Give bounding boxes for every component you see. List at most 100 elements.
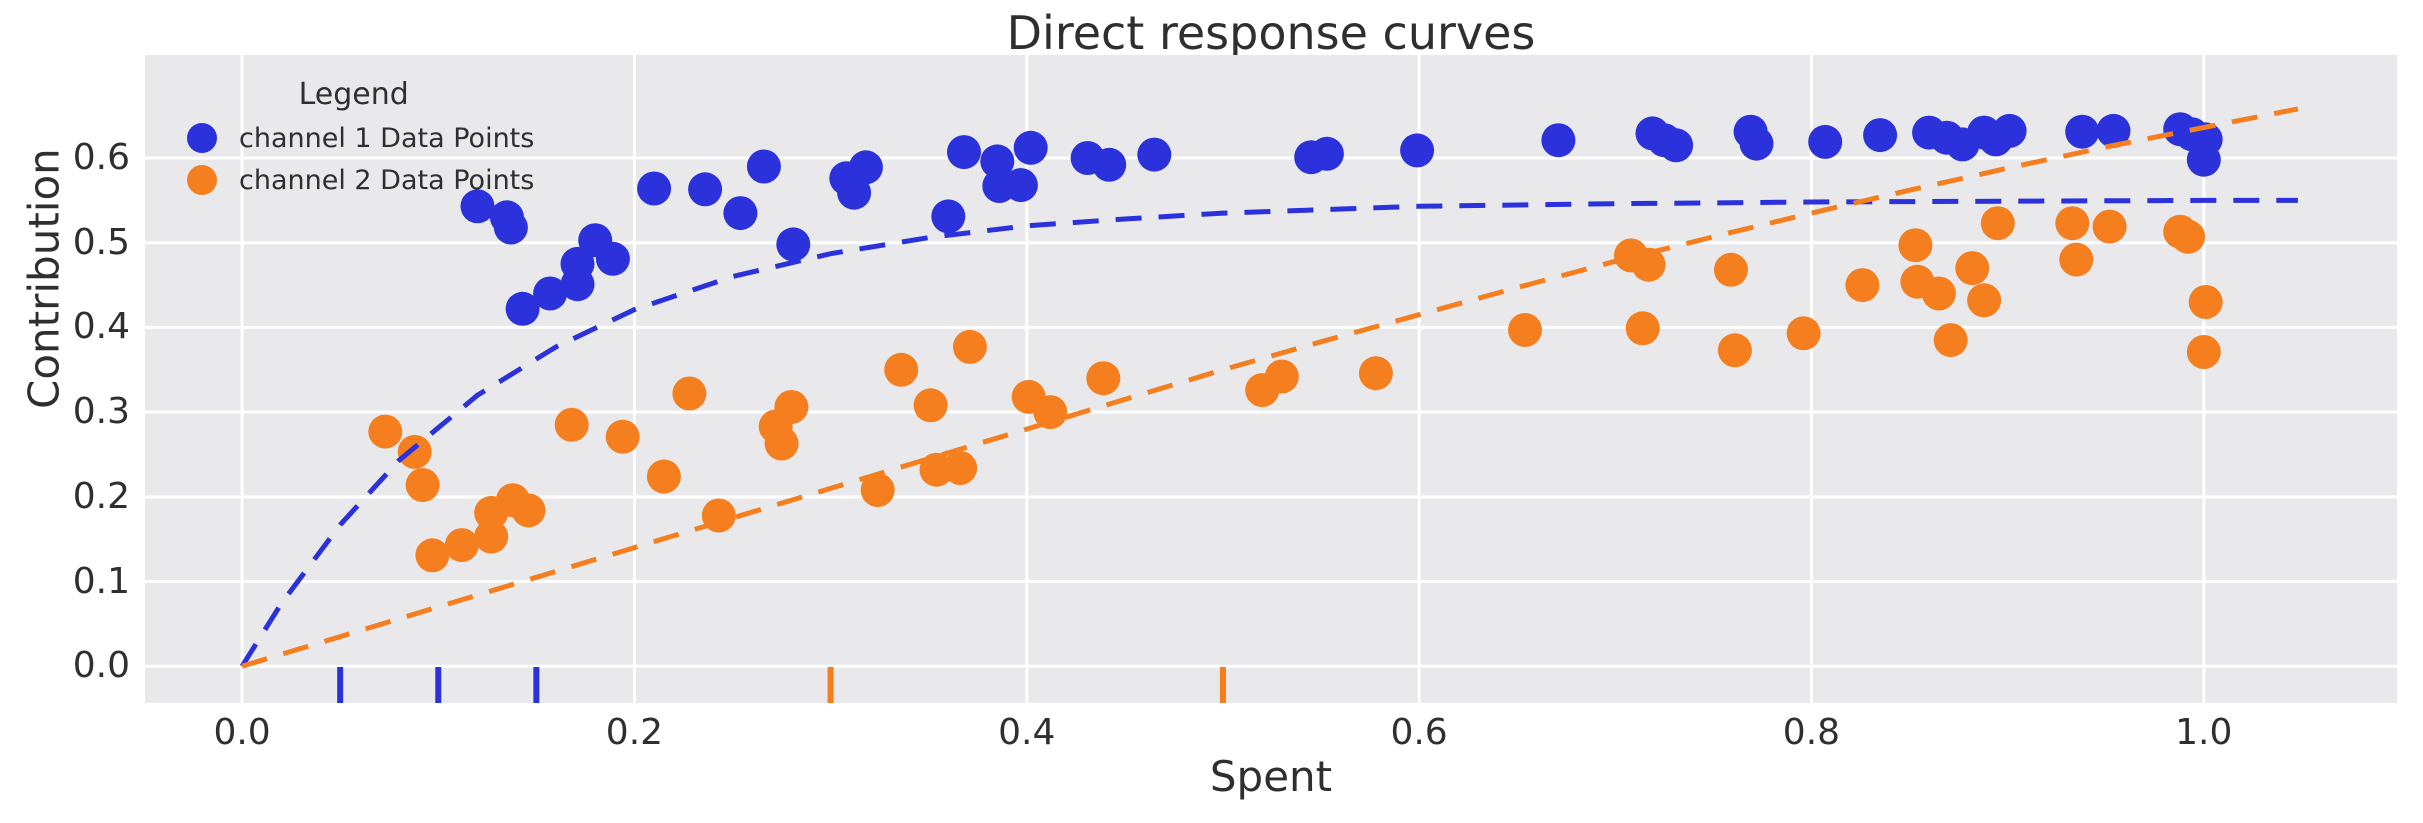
data-point-channel-2-data-points [672, 376, 707, 411]
data-point-channel-2-data-points [1033, 395, 1068, 430]
chart-canvas [145, 55, 2397, 703]
data-point-channel-1-data-points [837, 175, 872, 210]
data-point-channel-2-data-points [1933, 323, 1968, 358]
channel-2-marker-icon [187, 165, 217, 195]
data-point-channel-2-data-points [1967, 283, 2002, 318]
data-point-channel-1-data-points [2186, 142, 2221, 177]
data-point-channel-2-data-points [2186, 335, 2221, 369]
data-point-channel-2-data-points [405, 468, 440, 502]
data-point-channel-1-data-points [505, 291, 540, 326]
y-tick-label: 0.2 [72, 475, 130, 517]
data-point-channel-2-data-points [913, 388, 948, 423]
data-point-channel-1-data-points [595, 241, 630, 276]
data-point-channel-2-data-points [884, 352, 919, 387]
data-point-channel-1-data-points [1013, 130, 1048, 165]
data-point-channel-1-data-points [637, 171, 672, 206]
legend-item-label: channel 1 Data Points [239, 122, 535, 154]
data-point-channel-2-data-points [2059, 242, 2094, 277]
data-point-channel-1-data-points [1863, 118, 1898, 153]
data-point-channel-2-data-points [474, 519, 509, 554]
y-tick-label: 0.4 [72, 306, 130, 348]
data-point-channel-2-data-points [1714, 252, 1748, 287]
data-point-channel-1-data-points [688, 172, 723, 207]
data-point-channel-1-data-points [1309, 136, 1344, 171]
data-point-channel-2-data-points [368, 414, 403, 449]
data-point-channel-2-data-points [511, 493, 546, 528]
legend-title: Legend [298, 77, 409, 112]
data-point-channel-2-data-points [952, 329, 987, 364]
data-point-channel-1-data-points [533, 276, 568, 311]
data-point-channel-1-data-points [931, 199, 966, 234]
data-point-channel-2-data-points [1845, 268, 1880, 303]
y-tick-label: 0.3 [72, 391, 130, 433]
data-point-channel-2-data-points [646, 459, 681, 494]
x-tick-label: 0.6 [1390, 712, 1448, 753]
data-point-channel-1-data-points [947, 135, 981, 170]
data-point-channel-2-data-points [2055, 206, 2090, 241]
data-point-channel-2-data-points [605, 419, 640, 454]
x-tick-label: 0.4 [998, 712, 1056, 753]
y-tick-label: 0.6 [72, 137, 130, 178]
data-point-channel-2-data-points [1264, 359, 1299, 394]
data-point-channel-2-data-points [764, 426, 799, 461]
data-point-channel-2-data-points [1086, 361, 1121, 396]
data-point-channel-1-data-points [2096, 113, 2131, 148]
channel-1-marker-icon [187, 123, 217, 153]
channel-1-response-curve [239, 197, 2298, 668]
data-point-channel-1-data-points [746, 149, 781, 184]
data-point-channel-1-data-points [460, 189, 495, 224]
legend-item-channel-1: channel 1 Data Points [173, 118, 534, 158]
x-tick-label: 0.2 [605, 712, 664, 753]
data-point-channel-2-data-points [1625, 311, 1660, 346]
data-point-channel-2-data-points [774, 390, 809, 424]
data-point-channel-2-data-points [397, 434, 432, 469]
x-tick-label: 0.0 [213, 712, 271, 753]
data-point-channel-1-data-points [1808, 124, 1843, 159]
channel-2-response-curve [241, 106, 2299, 669]
data-point-channel-1-data-points [848, 150, 883, 185]
data-point-channel-2-data-points [860, 473, 895, 507]
data-point-channel-1-data-points [1003, 168, 1038, 203]
data-point-channel-2-data-points [1921, 276, 1956, 311]
x-axis-label: Spent [1209, 752, 1333, 801]
data-point-channel-2-data-points [943, 451, 978, 485]
data-point-channel-2-data-points [1955, 251, 1990, 286]
data-point-channel-2-data-points [1358, 356, 1393, 391]
data-point-channel-2-data-points [444, 528, 479, 563]
data-point-channel-2-data-points [2188, 285, 2223, 319]
data-point-channel-2-data-points [1898, 228, 1933, 263]
data-point-channel-1-data-points [1137, 137, 1172, 172]
data-point-channel-2-data-points [1786, 316, 1821, 351]
plot-area: Legend channel 1 Data Points channel 2 D… [145, 55, 2397, 703]
x-tick-label: 1.0 [2175, 712, 2233, 753]
data-point-channel-2-data-points [554, 407, 589, 442]
data-point-channel-2-data-points [2171, 219, 2206, 254]
data-point-channel-2-data-points [415, 538, 450, 573]
chart-title: Direct response curves [1006, 6, 1536, 60]
y-tick-label: 0.0 [72, 645, 130, 687]
x-tick-label: 0.8 [1782, 712, 1841, 753]
data-point-channel-1-data-points [723, 196, 758, 231]
y-tick-label: 0.1 [72, 560, 130, 602]
data-point-channel-2-data-points [1631, 247, 1666, 282]
legend-item-channel-2: channel 2 Data Points [173, 160, 534, 200]
data-point-channel-1-data-points [493, 210, 528, 245]
data-point-channel-1-data-points [1659, 128, 1694, 163]
data-point-channel-2-data-points [1508, 313, 1542, 347]
data-point-channel-2-data-points [1980, 206, 2015, 241]
data-point-channel-1-data-points [980, 144, 1015, 179]
data-point-channel-1-data-points [776, 227, 811, 262]
legend: Legend channel 1 Data Points channel 2 D… [173, 77, 534, 200]
legend-item-label: channel 2 Data Points [239, 164, 535, 196]
data-point-channel-1-data-points [560, 246, 595, 281]
data-point-channel-2-data-points [1717, 333, 1752, 368]
data-point-channel-1-data-points [1400, 133, 1435, 168]
data-point-channel-1-data-points [1992, 113, 2027, 148]
data-point-channel-2-data-points [2092, 209, 2127, 244]
data-point-channel-1-data-points [1092, 147, 1127, 182]
y-tick-label: 0.5 [72, 221, 130, 263]
data-point-channel-1-data-points [2065, 114, 2100, 149]
data-point-channel-1-data-points [1739, 126, 1774, 161]
data-point-channel-1-data-points [1541, 123, 1576, 158]
